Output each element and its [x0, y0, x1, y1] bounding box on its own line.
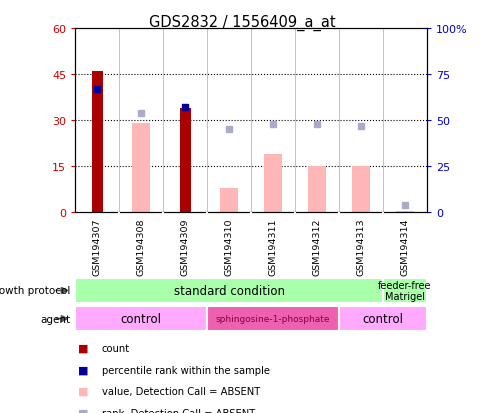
Bar: [220, 188, 237, 213]
Bar: [179, 109, 190, 213]
Text: control: control: [121, 312, 161, 325]
Bar: [395, 211, 413, 213]
Bar: [75, 278, 382, 304]
Bar: [351, 167, 369, 213]
Text: GSM194314: GSM194314: [399, 218, 408, 275]
Text: GDS2832 / 1556409_a_at: GDS2832 / 1556409_a_at: [149, 14, 335, 31]
Bar: [307, 167, 325, 213]
Text: value, Detection Call = ABSENT: value, Detection Call = ABSENT: [102, 386, 259, 396]
Text: GSM194310: GSM194310: [224, 218, 233, 275]
Text: GSM194312: GSM194312: [312, 218, 321, 275]
Bar: [91, 72, 103, 213]
Text: sphingosine-1-phosphate: sphingosine-1-phosphate: [215, 314, 330, 323]
Text: control: control: [362, 312, 403, 325]
Text: ■: ■: [77, 408, 88, 413]
Text: count: count: [102, 343, 130, 353]
Text: GSM194311: GSM194311: [268, 218, 277, 275]
Text: feeder-free
Matrigel: feeder-free Matrigel: [378, 280, 431, 301]
Text: rank, Detection Call = ABSENT: rank, Detection Call = ABSENT: [102, 408, 255, 413]
Bar: [75, 306, 207, 332]
Text: percentile rank within the sample: percentile rank within the sample: [102, 365, 269, 375]
Bar: [264, 154, 281, 213]
Text: GSM194308: GSM194308: [136, 218, 145, 275]
Bar: [338, 306, 426, 332]
Text: growth protocol: growth protocol: [0, 286, 70, 296]
Text: standard condition: standard condition: [173, 284, 284, 297]
Text: ■: ■: [77, 343, 88, 353]
Text: GSM194313: GSM194313: [356, 218, 364, 275]
Text: ■: ■: [77, 386, 88, 396]
Text: agent: agent: [40, 314, 70, 324]
Text: GSM194309: GSM194309: [180, 218, 189, 275]
Bar: [207, 306, 338, 332]
Text: ■: ■: [77, 365, 88, 375]
Bar: [132, 124, 150, 213]
Bar: [382, 278, 426, 304]
Text: GSM194307: GSM194307: [92, 218, 102, 275]
